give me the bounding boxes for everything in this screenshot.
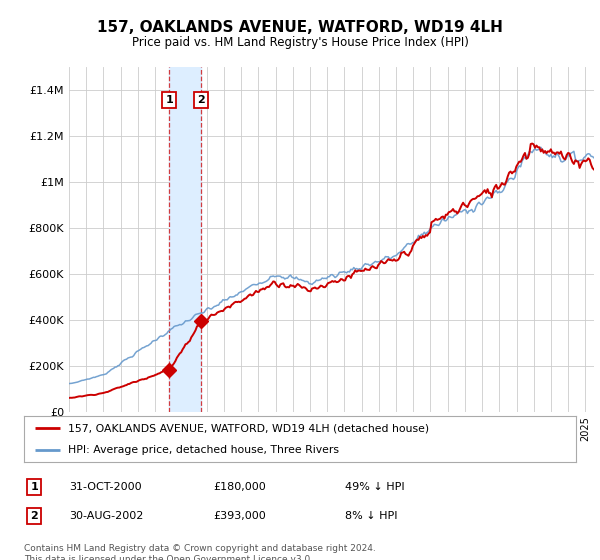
Text: 30-AUG-2002: 30-AUG-2002: [69, 511, 143, 521]
Bar: [169, 67, 201, 412]
Text: 157, OAKLANDS AVENUE, WATFORD, WD19 4LH: 157, OAKLANDS AVENUE, WATFORD, WD19 4LH: [97, 20, 503, 35]
Text: 2: 2: [31, 511, 38, 521]
Text: 2: 2: [197, 95, 205, 105]
Text: Contains HM Land Registry data © Crown copyright and database right 2024.
This d: Contains HM Land Registry data © Crown c…: [24, 544, 376, 560]
Text: 157, OAKLANDS AVENUE, WATFORD, WD19 4LH (detached house): 157, OAKLANDS AVENUE, WATFORD, WD19 4LH …: [68, 423, 429, 433]
Text: 1: 1: [31, 482, 38, 492]
Text: 49% ↓ HPI: 49% ↓ HPI: [345, 482, 404, 492]
Text: 8% ↓ HPI: 8% ↓ HPI: [345, 511, 398, 521]
Text: 1: 1: [166, 95, 173, 105]
Text: £393,000: £393,000: [213, 511, 266, 521]
Text: Price paid vs. HM Land Registry's House Price Index (HPI): Price paid vs. HM Land Registry's House …: [131, 36, 469, 49]
Text: HPI: Average price, detached house, Three Rivers: HPI: Average price, detached house, Thre…: [68, 445, 339, 455]
Text: 31-OCT-2000: 31-OCT-2000: [69, 482, 142, 492]
Text: £180,000: £180,000: [213, 482, 266, 492]
